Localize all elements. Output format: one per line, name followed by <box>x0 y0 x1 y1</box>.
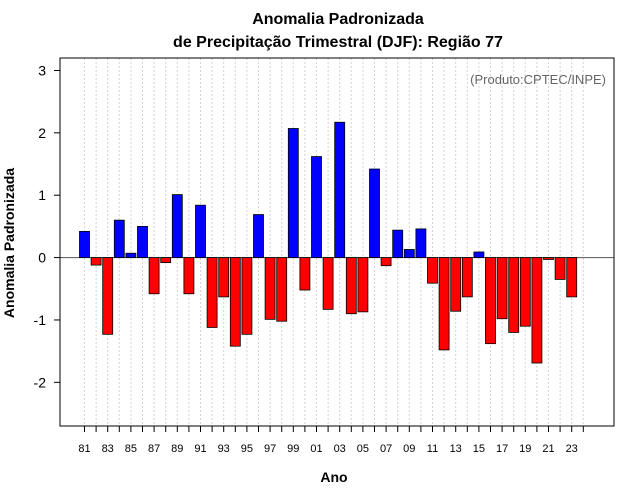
y-axis: -2 -1 0 1 2 3 <box>34 62 60 390</box>
y-tick-label: -1 <box>34 312 47 328</box>
x-tick-label: 07 <box>380 443 392 455</box>
bar-14 <box>461 257 473 298</box>
grid-lines <box>84 58 584 426</box>
bar-03 <box>334 121 346 258</box>
bar-96 <box>253 214 264 258</box>
bars <box>79 121 578 364</box>
bar-07 <box>380 257 392 267</box>
y-tick-label: -2 <box>34 374 47 390</box>
bar-04 <box>345 257 357 315</box>
plot-frame <box>59 57 615 427</box>
bar-15 <box>473 251 485 258</box>
bar-88 <box>160 257 172 263</box>
x-axis-title: Ano <box>320 469 347 485</box>
bar-85 <box>125 252 137 258</box>
bar-90 <box>183 257 195 295</box>
y-tick-label: 1 <box>38 187 46 203</box>
x-tick-label: 93 <box>218 443 230 455</box>
x-tick-label: 21 <box>542 443 554 455</box>
bar-17 <box>496 257 508 320</box>
x-tick-label: 83 <box>102 443 114 455</box>
x-tick-label: 81 <box>78 443 90 455</box>
x-tick-label: 05 <box>357 443 369 455</box>
bar-13 <box>450 257 462 312</box>
x-tick-label: 15 <box>473 443 485 455</box>
bar-06 <box>369 168 380 258</box>
bar-99 <box>287 128 299 258</box>
bar-11 <box>427 257 438 284</box>
bar-86 <box>137 226 148 258</box>
bar-08 <box>392 229 404 258</box>
x-tick-label: 11 <box>427 443 438 455</box>
bar-22 <box>554 257 566 280</box>
bar-94 <box>229 257 241 347</box>
bar-16 <box>485 257 496 345</box>
y-tick-label: 2 <box>38 125 46 141</box>
credit-text: (Produto:CPTEC/INPE) <box>470 72 606 87</box>
x-tick-label: 97 <box>264 443 276 455</box>
bar-87 <box>148 257 160 295</box>
x-tick-label: 09 <box>403 443 415 455</box>
y-axis-title: Anomalia Padronizada <box>1 168 17 318</box>
bar-19 <box>519 257 531 327</box>
bar-83 <box>102 257 114 335</box>
bar-91 <box>195 204 206 258</box>
y-tick-label: 3 <box>38 62 46 78</box>
x-tick-label: 19 <box>519 443 531 455</box>
bar-10 <box>415 228 427 258</box>
bar-12 <box>438 257 450 351</box>
bar-98 <box>276 257 288 322</box>
bar-97 <box>264 257 276 320</box>
bar-18 <box>508 257 520 333</box>
x-tick-label: 95 <box>241 443 253 455</box>
bar-21 <box>543 257 554 260</box>
y-tick-label: 0 <box>38 250 46 266</box>
chart-subtitle: de Precipitação Trimestral (DJF): Região… <box>173 34 503 51</box>
bar-89 <box>171 194 183 258</box>
bar-09 <box>403 249 415 258</box>
x-tick-label: 89 <box>171 443 183 455</box>
x-tick-label: 87 <box>148 443 160 455</box>
bar-81 <box>79 230 90 258</box>
x-tick-label: 99 <box>287 443 299 455</box>
bar-84 <box>113 219 125 258</box>
bar-95 <box>241 257 253 335</box>
x-axis: 81 83 85 87 89 91 93 95 97 99 01 03 05 07 09 11 13 15 17 19… <box>78 426 584 455</box>
bar-05 <box>357 257 369 313</box>
x-tick-label: 23 <box>566 443 578 455</box>
bar-82 <box>90 257 102 266</box>
bar-02 <box>322 257 334 310</box>
x-tick-label: 17 <box>496 443 508 455</box>
x-tick-label: 85 <box>125 443 137 455</box>
x-tick-label: 13 <box>450 443 462 455</box>
x-tick-label: 01 <box>310 443 322 455</box>
bar-00 <box>299 257 311 291</box>
chart-title: Anomalia Padronizada <box>252 11 424 28</box>
bar-20 <box>531 257 543 364</box>
bar-92 <box>206 257 218 328</box>
x-tick-label: 91 <box>194 443 206 455</box>
x-tick-label: 03 <box>334 443 346 455</box>
bar-23 <box>566 257 578 298</box>
bar-93 <box>218 257 230 298</box>
bar-01 <box>311 156 322 258</box>
